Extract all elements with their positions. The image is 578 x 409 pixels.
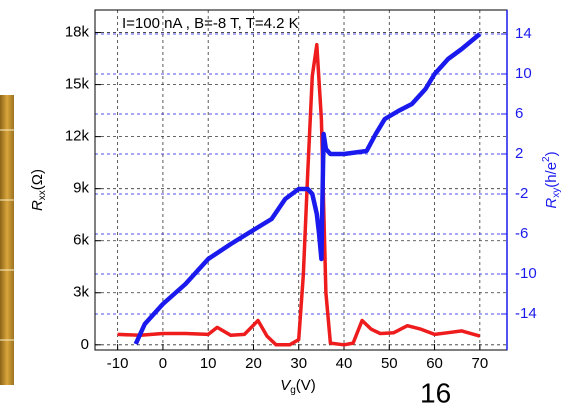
y2-tick-label: 14 <box>515 25 532 42</box>
x-tick-label: 20 <box>245 355 262 372</box>
y2-label-unit: (h/e <box>543 162 560 188</box>
series-line <box>117 42 481 347</box>
x-label-sub: g <box>290 385 296 396</box>
y2-label-sub: xy <box>551 188 562 198</box>
x-tick-label: 10 <box>200 355 217 372</box>
y2-tick-label: -6 <box>515 225 528 242</box>
y-tick-label: 9k <box>73 180 89 197</box>
y-label-unit: (Ω) <box>29 169 46 190</box>
y-tick-label: 18k <box>65 24 90 41</box>
photo-strip <box>0 95 14 385</box>
x-axis-label: Vg(V) <box>280 377 316 396</box>
x-label-unit: (V) <box>296 377 316 394</box>
x-tick-label: -10 <box>107 355 129 372</box>
y2-tick-label: 10 <box>515 65 532 82</box>
x-tick-label: 30 <box>290 355 307 372</box>
photo-detail <box>0 129 14 341</box>
x-tick-label: 50 <box>381 355 398 372</box>
x-tick-label: 0 <box>159 355 167 372</box>
y2-label-symbol: R <box>543 198 560 209</box>
y2-label-close: ) <box>543 151 560 156</box>
y-label-symbol: R <box>29 200 46 211</box>
y-tick-label: 3k <box>73 284 89 301</box>
y2-axis-label: Rxy(h/e2) <box>541 151 562 208</box>
y2-tick-label: -14 <box>515 305 537 322</box>
y2-tick-label: -10 <box>515 265 537 282</box>
y-axis-label: Rxx(Ω) <box>29 169 48 211</box>
x-tick-label: 40 <box>336 355 353 372</box>
annotation: I=100 nA , B=-8 T, T=4.2 K <box>122 15 299 32</box>
y-label-sub: xx <box>37 190 48 200</box>
x-label-symbol: V <box>280 377 292 394</box>
y2-tick-label: 2 <box>515 145 523 162</box>
y-tick-label: 6k <box>73 232 89 249</box>
x-tick-label: 60 <box>426 355 443 372</box>
series-line <box>133 32 482 345</box>
y2-label-sup: 2 <box>541 156 552 162</box>
y2-tick-label: 6 <box>515 105 523 122</box>
y-tick-label: 15k <box>65 76 90 93</box>
page-number: 16 <box>420 377 451 408</box>
y-tick-label: 12k <box>65 128 90 145</box>
y2-tick-label: -2 <box>515 185 528 202</box>
x-tick-label: 70 <box>471 355 488 372</box>
y-tick-label: 0 <box>81 336 89 353</box>
